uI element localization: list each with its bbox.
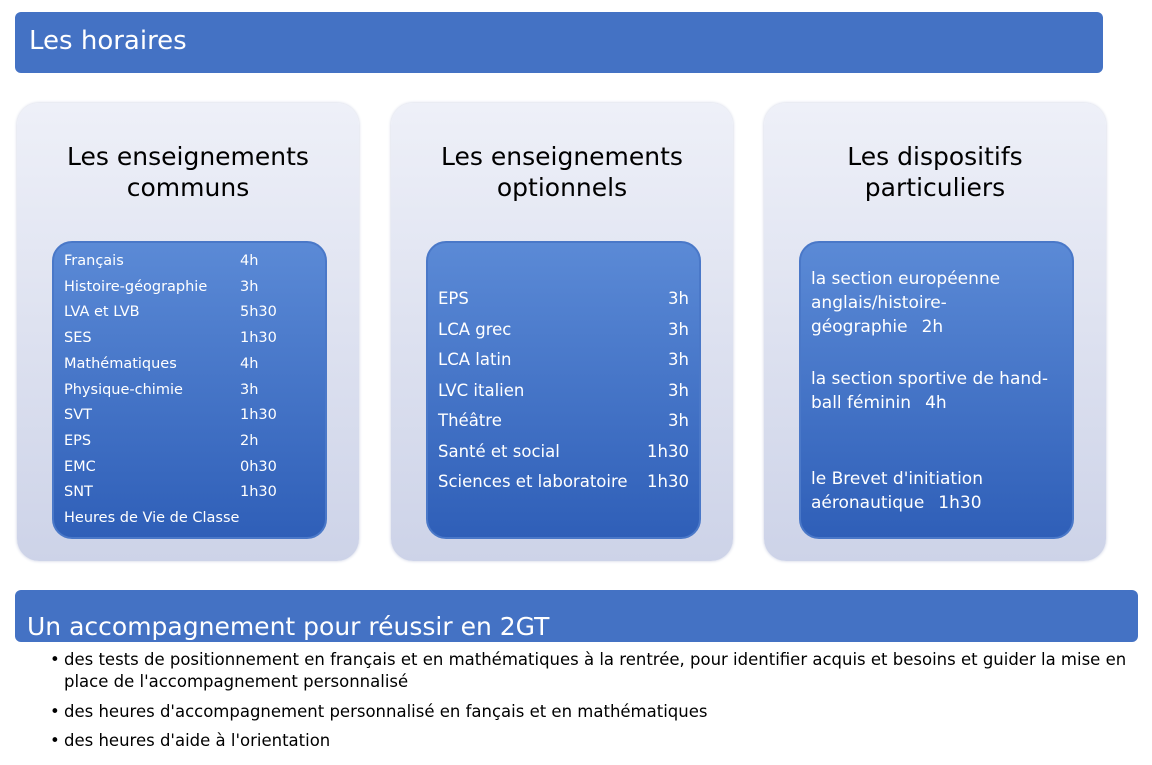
item-row: LVC italien 3h bbox=[438, 381, 689, 400]
item-label: EPS bbox=[438, 289, 469, 308]
header-bar: Les horaires bbox=[15, 12, 1103, 73]
item-label: SVT bbox=[64, 407, 92, 424]
item-hours: 3h bbox=[668, 380, 689, 400]
item-row: Français 4h bbox=[64, 253, 315, 269]
item-label: la section sportive de hand-ball féminin bbox=[811, 369, 1049, 413]
item-hours: 2h bbox=[240, 432, 259, 449]
footer-title: Un accompagnement pour réussir en 2GT bbox=[27, 612, 550, 641]
item-label: EPS bbox=[64, 432, 92, 449]
item-hours: 3h bbox=[240, 381, 259, 398]
item-label: Santé et social bbox=[438, 441, 560, 461]
bullet-item: des heures d'aide à l'orientation bbox=[50, 730, 1152, 752]
inner-box: Français 4h Histoire-géographie 3h LVA et LV… bbox=[52, 241, 327, 539]
item-row: SES 1h30 bbox=[64, 330, 315, 346]
item-row: SVT 1h30 bbox=[64, 407, 315, 423]
item-label: Physique-chimie bbox=[64, 381, 183, 398]
item-hours: 4h bbox=[240, 253, 259, 269]
item-row: EMC 0h30 bbox=[64, 459, 315, 475]
item-row: Histoire-géographie 3h bbox=[64, 279, 315, 295]
item-label: Histoire-géographie bbox=[64, 278, 208, 295]
item-label: SNT bbox=[64, 484, 93, 501]
item-row: la section européenne anglais/histoire-g… bbox=[811, 267, 1058, 339]
panel-title: Les enseignements optionnels bbox=[441, 142, 683, 202]
item-label: Théâtre bbox=[438, 411, 502, 430]
item-row: le Brevet d'initiation aéronautique 1h30 bbox=[811, 467, 1058, 515]
item-label: Heures de Vie de Classe bbox=[64, 510, 240, 526]
panel-title: Les dispositifs particuliers bbox=[847, 142, 1023, 202]
item-row: la section sportive de hand-ball féminin… bbox=[811, 367, 1058, 415]
item-label: Sciences et laboratoire bbox=[438, 472, 628, 491]
item-label: Français bbox=[64, 253, 124, 269]
item-row: LVA et LVB 5h30 bbox=[64, 304, 315, 320]
item-row: Heures de Vie de Classe bbox=[64, 510, 315, 526]
item-hours: 4h bbox=[240, 355, 259, 372]
item-hours: 1h30 bbox=[938, 493, 982, 513]
panel: Les dispositifs particuliers la section e… bbox=[764, 103, 1106, 561]
item-hours: 4h bbox=[925, 393, 947, 413]
item-label: SES bbox=[64, 330, 92, 347]
item-row: SNT 1h30 bbox=[64, 484, 315, 500]
inner-box: la section européenne anglais/histoire-g… bbox=[799, 241, 1074, 539]
item-label: Mathématiques bbox=[64, 355, 177, 372]
panel: Les enseignements optionnels EPS 3h LCA gre… bbox=[391, 103, 733, 561]
item-hours: 3h bbox=[668, 350, 689, 369]
item-hours: 3h bbox=[668, 411, 689, 430]
item-hours: 1h30 bbox=[240, 407, 277, 424]
bullet-item: des heures d'accompagnement personnalisé… bbox=[50, 701, 1152, 723]
footer-bar: Un accompagnement pour réussir en 2GT bbox=[15, 590, 1138, 642]
item-row: Sciences et laboratoire 1h30 bbox=[438, 472, 689, 491]
item-hours: 0h30 bbox=[240, 458, 277, 475]
item-row: EPS 2h bbox=[64, 433, 315, 449]
item-hours: 3h bbox=[668, 319, 689, 339]
item-row: Physique-chimie 3h bbox=[64, 382, 315, 398]
item-row: EPS 3h bbox=[438, 289, 689, 308]
item-hours: 3h bbox=[668, 289, 689, 308]
item-label: EMC bbox=[64, 458, 96, 475]
inner-box: EPS 3h LCA grec 3h LCA latin 3h LVC italien 3h T… bbox=[426, 241, 701, 539]
item-label: LCA grec bbox=[438, 319, 512, 339]
panel-title: Les enseignements communs bbox=[67, 142, 309, 202]
item-row: Théâtre 3h bbox=[438, 411, 689, 430]
panel: Les enseignements communs Français 4h Histo… bbox=[17, 103, 359, 561]
item-label: LCA latin bbox=[438, 350, 512, 369]
item-hours: 5h30 bbox=[240, 304, 277, 321]
item-hours: 1h30 bbox=[240, 484, 277, 501]
item-label: la section européenne anglais/histoire-g… bbox=[811, 269, 1001, 337]
item-row: Mathématiques 4h bbox=[64, 356, 315, 372]
item-label: LVC italien bbox=[438, 380, 525, 400]
item-label: LVA et LVB bbox=[64, 304, 140, 321]
item-hours: 1h30 bbox=[647, 472, 689, 491]
bullet-item: des tests de positionnement en français … bbox=[50, 649, 1152, 693]
item-row: LCA latin 3h bbox=[438, 350, 689, 369]
item-hours: 3h bbox=[240, 278, 259, 295]
item-row: Santé et social 1h30 bbox=[438, 442, 689, 461]
header-title: Les horaires bbox=[29, 26, 187, 56]
item-hours: 2h bbox=[921, 317, 944, 337]
item-label: le Brevet d'initiation aéronautique bbox=[811, 469, 983, 513]
item-hours: 1h30 bbox=[647, 441, 689, 461]
item-hours: 1h30 bbox=[240, 330, 277, 347]
item-row: LCA grec 3h bbox=[438, 320, 689, 339]
